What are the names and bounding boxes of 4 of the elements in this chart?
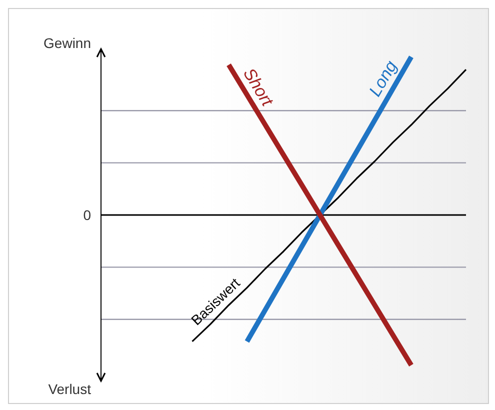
text: Gewinn: [44, 34, 91, 51]
text: Verlust: [48, 380, 92, 397]
text: Long: [365, 57, 402, 100]
text: 0: [83, 206, 92, 223]
